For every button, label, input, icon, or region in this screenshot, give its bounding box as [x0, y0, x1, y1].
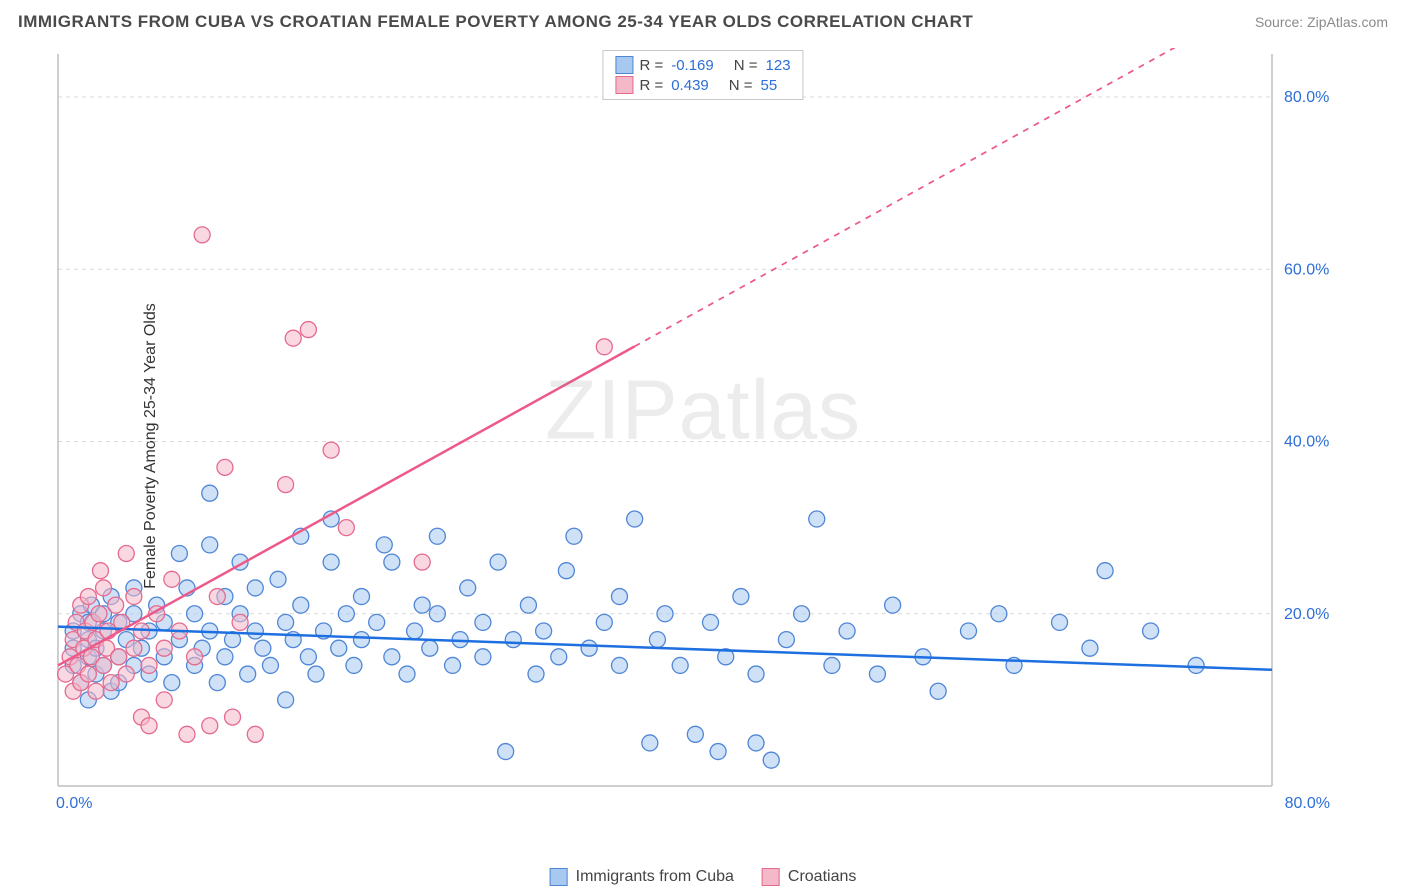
plot-area: 20.0% 40.0% 60.0% 80.0% 0.0% 80.0%: [52, 48, 1342, 816]
legend-label-cuba: Immigrants from Cuba: [576, 868, 734, 886]
svg-text:0.0%: 0.0%: [56, 795, 92, 812]
stats-legend: R = -0.169 N = 123 R = 0.439 N = 55: [602, 50, 803, 100]
scatter-chart: 20.0% 40.0% 60.0% 80.0% 0.0% 80.0%: [52, 48, 1342, 816]
bottom-legend: Immigrants from Cuba Croatians: [550, 868, 857, 886]
source-label: Source: ZipAtlas.com: [1255, 14, 1388, 30]
legend-item-cuba: Immigrants from Cuba: [550, 868, 734, 886]
n-label: N =: [734, 57, 758, 74]
legend-label-croatians: Croatians: [788, 868, 856, 886]
svg-text:80.0%: 80.0%: [1285, 795, 1330, 812]
chart-title: IMMIGRANTS FROM CUBA VS CROATIAN FEMALE …: [18, 12, 973, 32]
n-label: N =: [729, 77, 753, 94]
svg-text:40.0%: 40.0%: [1284, 434, 1329, 451]
n-value-croatians: 55: [761, 77, 778, 94]
r-label: R =: [639, 77, 663, 94]
swatch-cuba: [615, 56, 633, 74]
n-value-cuba: 123: [766, 57, 791, 74]
swatch-cuba-icon: [550, 868, 568, 886]
swatch-croatians-icon: [762, 868, 780, 886]
stats-row-croatians: R = 0.439 N = 55: [615, 75, 790, 95]
r-value-croatians: 0.439: [671, 77, 709, 94]
r-label: R =: [639, 57, 663, 74]
svg-text:60.0%: 60.0%: [1284, 261, 1329, 278]
svg-text:80.0%: 80.0%: [1284, 89, 1329, 106]
legend-item-croatians: Croatians: [762, 868, 856, 886]
swatch-croatians: [615, 76, 633, 94]
r-value-cuba: -0.169: [671, 57, 714, 74]
stats-row-cuba: R = -0.169 N = 123: [615, 55, 790, 75]
svg-text:20.0%: 20.0%: [1284, 606, 1329, 623]
